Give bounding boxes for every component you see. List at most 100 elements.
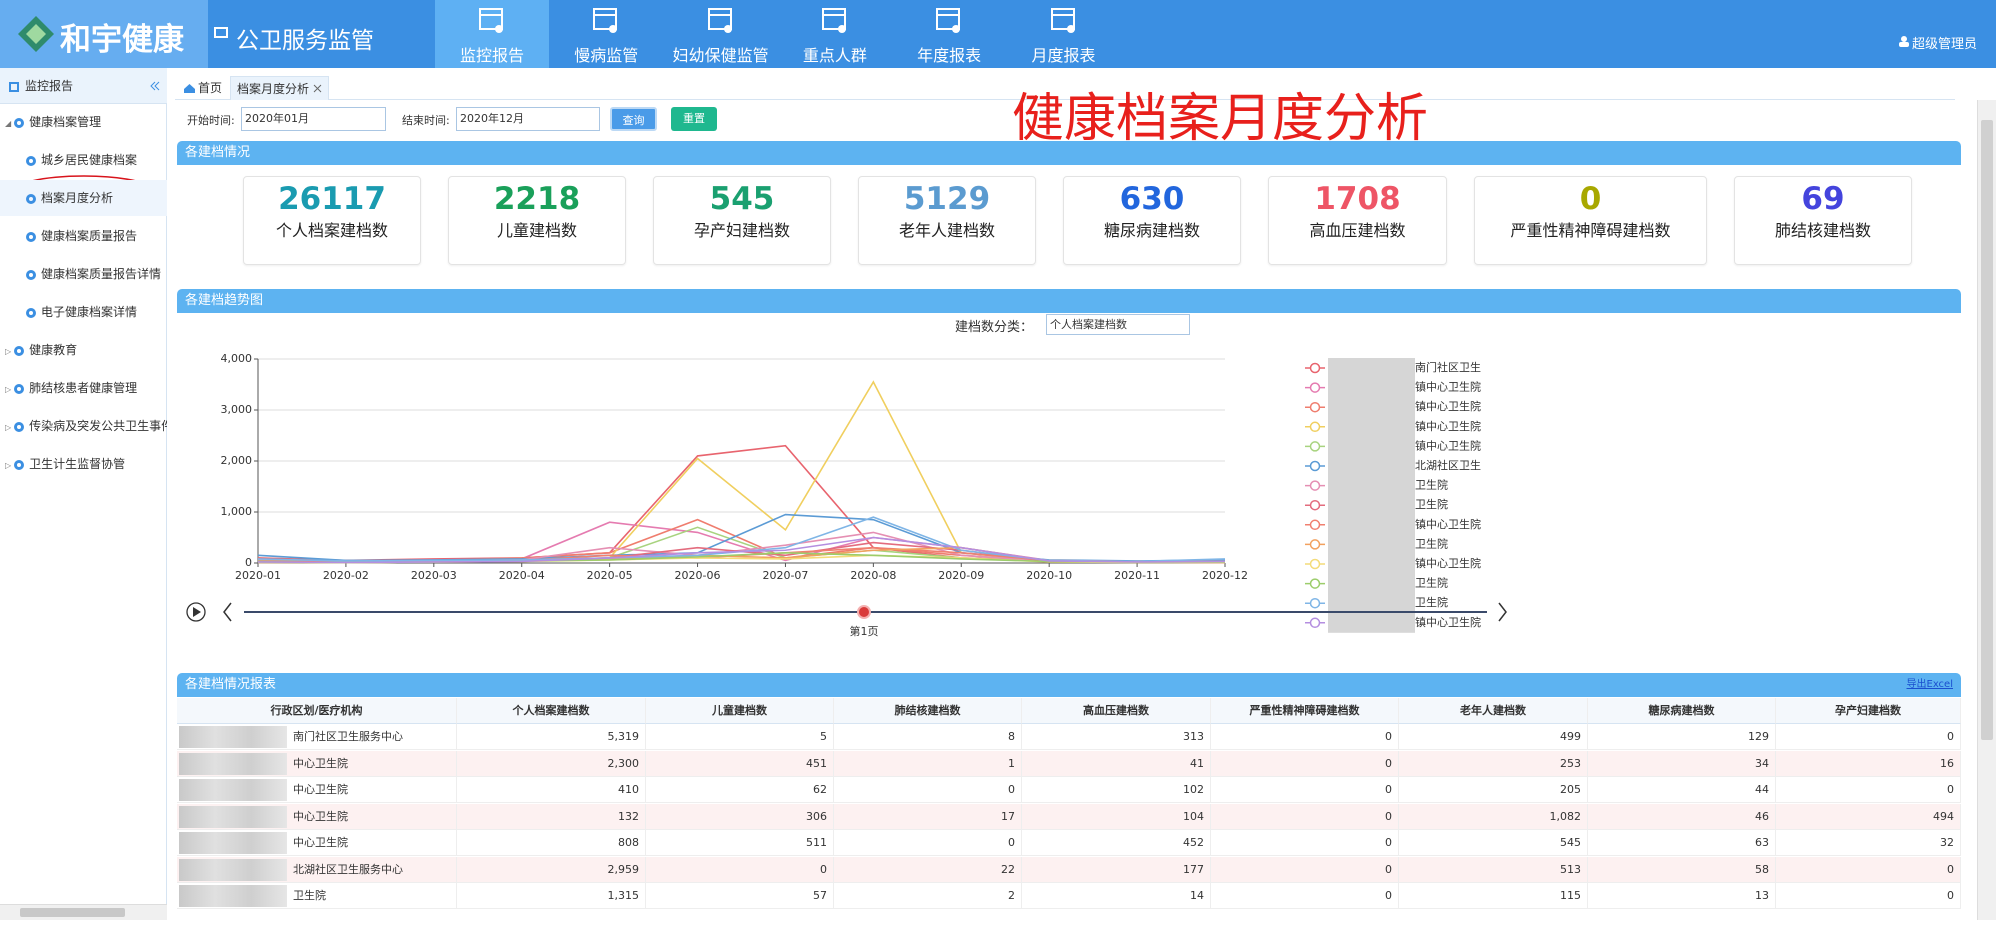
legend-label[interactable]: 卫生院 xyxy=(1415,576,1448,590)
nav-icon xyxy=(478,7,506,37)
table-header-cell[interactable]: 儿童建档数 xyxy=(646,698,834,724)
sidebar-group-label: 传染病及突发公共卫生事件 xyxy=(29,419,167,433)
summary-card: 26117个人档案建档数 xyxy=(243,176,421,265)
x-tick-label: 2020-11 xyxy=(1114,569,1160,582)
legend-icon xyxy=(1311,520,1320,529)
summary-card: 1708高血压建档数 xyxy=(1268,176,1447,265)
prev-button[interactable] xyxy=(224,603,231,621)
sidebar-item[interactable]: 城乡居民健康档案 xyxy=(0,142,167,178)
table-header-cell[interactable]: 老年人建档数 xyxy=(1399,698,1588,724)
nav-item[interactable]: 年度报表 xyxy=(892,0,1006,68)
nav-item[interactable]: 监控报告 xyxy=(435,0,549,68)
nav-label: 慢病监管 xyxy=(549,42,663,66)
legend-label[interactable]: 卫生院 xyxy=(1415,595,1448,609)
table-cell: 452 xyxy=(1022,830,1211,856)
table-cell: 494 xyxy=(1776,804,1961,830)
legend-label[interactable]: 镇中心卫生院 xyxy=(1415,419,1481,433)
legend-icon xyxy=(1311,442,1320,451)
blur-mask xyxy=(179,832,287,854)
legend-label[interactable]: 镇中心卫生院 xyxy=(1415,517,1481,531)
legend-icon xyxy=(1311,481,1320,490)
header: 和宇健康 公卫服务监管 超级管理员 监控报告慢病监管妇幼保健监管重点人群年度报表… xyxy=(0,0,1996,68)
card-value: 26117 xyxy=(244,181,420,217)
legend-label[interactable]: 镇中心卫生院 xyxy=(1415,556,1481,570)
start-select[interactable]: 2020年01月 xyxy=(241,107,386,131)
table-header-cell[interactable]: 个人档案建档数 xyxy=(457,698,646,724)
table-cell: 104 xyxy=(1022,804,1211,830)
next-button[interactable] xyxy=(1499,603,1506,621)
sidebar-group[interactable]: ▷肺结核患者健康管理 xyxy=(0,370,167,406)
legend-label[interactable]: 镇中心卫生院 xyxy=(1415,438,1481,452)
export-link[interactable]: 导出Excel xyxy=(1907,673,1954,697)
sidebar-group[interactable]: ◢健康档案管理 xyxy=(0,104,167,140)
series-line xyxy=(258,382,1225,563)
table-cell: 410 xyxy=(457,777,646,803)
card-value: 630 xyxy=(1064,181,1240,217)
legend-label[interactable]: 镇中心卫生院 xyxy=(1415,380,1481,394)
legend-icon xyxy=(1311,403,1320,412)
table-cell: 511 xyxy=(646,830,834,856)
legend-label[interactable]: 镇中心卫生院 xyxy=(1415,615,1481,629)
sidebar-item[interactable]: 电子健康档案详情 xyxy=(0,294,167,330)
x-tick-label: 2020-06 xyxy=(675,569,721,582)
table-header-cell[interactable]: 高血压建档数 xyxy=(1022,698,1211,724)
summary-card: 545孕产妇建档数 xyxy=(653,176,831,265)
blur-mask xyxy=(179,859,287,881)
table-cell: 2,300 xyxy=(457,751,646,777)
sidebar-item[interactable]: 档案月度分析 xyxy=(0,180,167,216)
blur-mask xyxy=(179,779,287,801)
card-label: 高血压建档数 xyxy=(1269,217,1446,241)
filter-label: 结束时间: xyxy=(402,112,450,128)
summary-card: 2218儿童建档数 xyxy=(448,176,626,265)
reset-button[interactable]: 重置 xyxy=(671,107,717,131)
nav-icon xyxy=(1050,7,1078,37)
summary-card: 5129老年人建档数 xyxy=(858,176,1036,265)
tab-current[interactable]: 档案月度分析 xyxy=(230,76,329,100)
nav-label: 监控报告 xyxy=(435,42,549,66)
table-header-cell[interactable]: 肺结核建档数 xyxy=(834,698,1022,724)
table-cell: 0 xyxy=(1211,724,1399,750)
table-cell: 0 xyxy=(1776,777,1961,803)
legend-label[interactable]: 卫生院 xyxy=(1415,536,1448,550)
sidebar-group[interactable]: ▷健康教育 xyxy=(0,332,167,368)
blur-mask xyxy=(179,753,287,775)
legend-icon xyxy=(1311,579,1320,588)
sidebar-group[interactable]: ▷卫生计生监督协管 xyxy=(0,446,167,482)
table-header-cell[interactable]: 糖尿病建档数 xyxy=(1588,698,1776,724)
table-header-cell[interactable]: 严重性精神障碍建档数 xyxy=(1211,698,1399,724)
sidebar-item[interactable]: 健康档案质量报告详情 xyxy=(0,256,167,292)
collapse-icon[interactable] xyxy=(150,81,160,91)
table-header-cell[interactable]: 孕产妇建档数 xyxy=(1776,698,1961,724)
table-cell: 卫生院 xyxy=(287,883,457,909)
sidebar-item[interactable]: 健康档案质量报告 xyxy=(0,218,167,254)
nav-item[interactable]: 月度报表 xyxy=(1007,0,1121,68)
end-select[interactable]: 2020年12月 xyxy=(456,107,600,131)
sidebar-item-label: 城乡居民健康档案 xyxy=(41,153,137,167)
legend-label[interactable]: 卫生院 xyxy=(1415,478,1448,492)
filter-label: 开始时间: xyxy=(187,112,235,128)
legend-label[interactable]: 南门社区卫生 xyxy=(1415,360,1481,374)
legend-icon xyxy=(1311,501,1320,510)
table-cell: 808 xyxy=(457,830,646,856)
logo-icon xyxy=(16,14,56,54)
user-name[interactable]: 超级管理员 xyxy=(1912,33,1977,52)
legend-label[interactable]: 北湖社区卫生 xyxy=(1415,458,1481,472)
nav-item[interactable]: 妇幼保健监管 xyxy=(664,0,778,68)
sidebar-title-row: 监控报告 xyxy=(0,68,167,104)
x-tick-label: 2020-01 xyxy=(235,569,281,582)
page-scrollbar[interactable] xyxy=(1977,100,1996,920)
table-cell: 22 xyxy=(834,857,1022,883)
timeline-dot[interactable] xyxy=(858,606,870,618)
tab-home[interactable]: 首页 xyxy=(177,76,228,100)
legend-label[interactable]: 镇中心卫生院 xyxy=(1415,399,1481,413)
nav-item[interactable]: 慢病监管 xyxy=(549,0,663,68)
query-button[interactable]: 查询 xyxy=(610,107,657,131)
legend-label[interactable]: 卫生院 xyxy=(1415,497,1448,511)
sidebar-group[interactable]: ▷传染病及突发公共卫生事件 xyxy=(0,408,167,444)
sidebar-scrollbar[interactable] xyxy=(0,904,167,920)
series-line xyxy=(258,446,1225,562)
nav-icon xyxy=(935,7,963,37)
nav-item[interactable]: 重点人群 xyxy=(778,0,892,68)
table-header-cell[interactable]: 行政区划/医疗机构 xyxy=(177,698,457,724)
